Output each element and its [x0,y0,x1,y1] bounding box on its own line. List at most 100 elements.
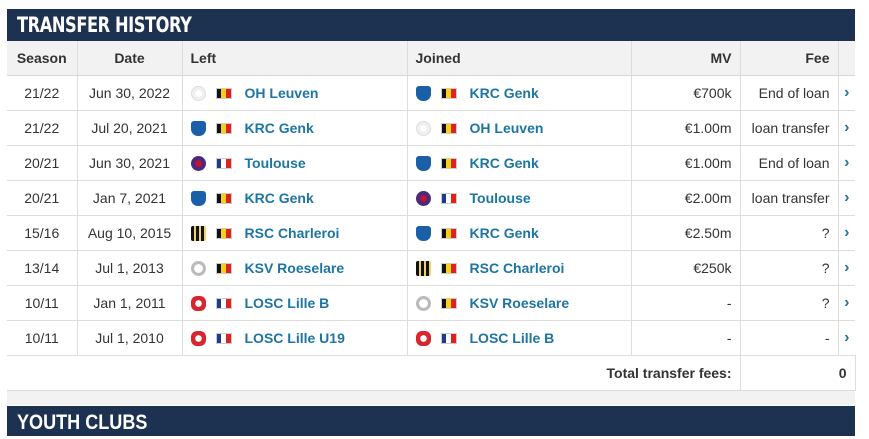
table-row[interactable]: 13/14 Jul 1, 2013 KSV Roeselare RSC Charler… [7,250,855,286]
market-value-cell: €250k [631,250,741,286]
table-row[interactable]: 20/21 Jan 7, 2021 KRC Genk Toulouse €2.00m lo… [7,180,855,216]
losc-crest-icon[interactable] [190,330,206,346]
row-detail-arrow[interactable]: › [838,250,855,286]
chevron-right-icon[interactable]: › [844,294,850,311]
season-cell: 15/16 [7,215,78,251]
fee-cell: loan transfer [740,110,839,146]
joined-club-cell: LOSC Lille B [407,320,632,356]
header-joined[interactable]: Joined [407,41,632,76]
rsc-charleroi-crest-icon[interactable] [415,260,431,276]
youth-clubs-header: YOUTH CLUBS [7,406,855,436]
belgium-flag-icon [215,192,232,204]
table-row[interactable]: 10/11 Jul 1, 2010 LOSC Lille U19 LOSC Lille… [7,320,855,356]
left-club-link[interactable]: KSV Roeselare [244,260,345,276]
row-detail-arrow[interactable]: › [838,180,855,216]
header-season[interactable]: Season [7,41,78,76]
toulouse-crest-icon[interactable] [190,155,206,171]
box-footer [7,391,855,405]
date-cell: Aug 10, 2015 [77,215,183,251]
left-club-cell: KSV Roeselare [182,250,408,286]
left-club-link[interactable]: LOSC Lille U19 [244,330,345,346]
table-row[interactable]: 15/16 Aug 10, 2015 RSC Charleroi KRC Genk €2… [7,215,855,251]
date-cell: Jun 30, 2021 [77,145,183,181]
chevron-right-icon[interactable]: › [844,154,850,171]
fee-cell: loan transfer [740,180,839,216]
transfer-history-box: TRANSFER HISTORY Season Date Left Joined… [7,9,856,405]
joined-club-link[interactable]: LOSC Lille B [469,330,555,346]
header-mv[interactable]: MV [631,41,741,76]
header-date[interactable]: Date [77,41,183,76]
left-club-link[interactable]: RSC Charleroi [244,225,340,241]
row-detail-arrow[interactable]: › [838,145,855,181]
belgium-flag-icon [440,157,457,169]
joined-club-link[interactable]: KRC Genk [469,85,539,101]
krc-genk-crest-icon[interactable] [415,85,431,101]
left-club-link[interactable]: OH Leuven [244,85,319,101]
fee-cell: - [740,320,839,356]
date-cell: Jul 20, 2021 [77,110,183,146]
losc-crest-icon[interactable] [190,295,206,311]
season-cell: 13/14 [7,250,78,286]
joined-club-cell: KRC Genk [407,75,632,111]
joined-club-link[interactable]: KRC Genk [469,155,539,171]
season-cell: 20/21 [7,180,78,216]
losc-crest-icon[interactable] [415,330,431,346]
left-club-link[interactable]: Toulouse [244,155,306,171]
header-fee[interactable]: Fee [740,41,839,76]
row-detail-arrow[interactable]: › [838,215,855,251]
left-club-link[interactable]: LOSC Lille B [244,295,330,311]
row-detail-arrow[interactable]: › [838,285,855,321]
belgium-flag-icon [215,87,232,99]
joined-club-link[interactable]: OH Leuven [469,120,544,136]
left-club-cell: Toulouse [182,145,408,181]
toulouse-crest-icon[interactable] [415,190,431,206]
chevron-right-icon[interactable]: › [844,224,850,241]
oh-leuven-crest-icon[interactable] [190,85,206,101]
chevron-right-icon[interactable]: › [844,189,850,206]
season-cell: 10/11 [7,320,78,356]
market-value-cell: - [631,285,741,321]
france-flag-icon [440,332,457,344]
krc-genk-crest-icon[interactable] [415,155,431,171]
left-club-cell: LOSC Lille B [182,285,408,321]
left-club-cell: KRC Genk [182,110,408,146]
header-left[interactable]: Left [182,41,408,76]
table-row[interactable]: 21/22 Jul 20, 2021 KRC Genk OH Leuven €1.00m… [7,110,855,146]
ksv-roeselare-crest-icon[interactable] [415,295,431,311]
ksv-roeselare-crest-icon[interactable] [190,260,206,276]
season-cell: 10/11 [7,285,78,321]
row-detail-arrow[interactable]: › [838,75,855,111]
row-detail-arrow[interactable]: › [838,110,855,146]
row-detail-arrow[interactable]: › [838,320,855,356]
chevron-right-icon[interactable]: › [844,259,850,276]
market-value-cell: €700k [631,75,741,111]
joined-club-link[interactable]: KSV Roeselare [469,295,570,311]
joined-club-cell: OH Leuven [407,110,632,146]
total-label: Total transfer fees: [7,355,741,391]
krc-genk-crest-icon[interactable] [190,120,206,136]
krc-genk-crest-icon[interactable] [415,225,431,241]
chevron-right-icon[interactable]: › [844,84,850,101]
table-row[interactable]: 10/11 Jan 1, 2011 LOSC Lille B KSV Roeselar… [7,285,855,321]
joined-club-link[interactable]: RSC Charleroi [469,260,565,276]
oh-leuven-crest-icon[interactable] [415,120,431,136]
belgium-flag-icon [440,262,457,274]
table-row[interactable]: 21/22 Jun 30, 2022 OH Leuven KRC Genk €700k E… [7,75,855,111]
fee-cell: ? [740,250,839,286]
joined-club-link[interactable]: KRC Genk [469,225,539,241]
table-header-row: Season Date Left Joined MV Fee [7,41,855,76]
krc-genk-crest-icon[interactable] [190,190,206,206]
left-club-link[interactable]: KRC Genk [244,120,314,136]
season-cell: 21/22 [7,75,78,111]
joined-club-link[interactable]: Toulouse [469,190,531,206]
table-row[interactable]: 20/21 Jun 30, 2021 Toulouse KRC Genk €1.00m E… [7,145,855,181]
left-club-cell: KRC Genk [182,180,408,216]
chevron-right-icon[interactable]: › [844,119,850,136]
rsc-charleroi-crest-icon[interactable] [190,225,206,241]
chevron-right-icon[interactable]: › [844,329,850,346]
france-flag-icon [215,332,232,344]
left-club-link[interactable]: KRC Genk [244,190,314,206]
total-value: 0 [740,355,856,391]
date-cell: Jan 7, 2021 [77,180,183,216]
belgium-flag-icon [440,87,457,99]
